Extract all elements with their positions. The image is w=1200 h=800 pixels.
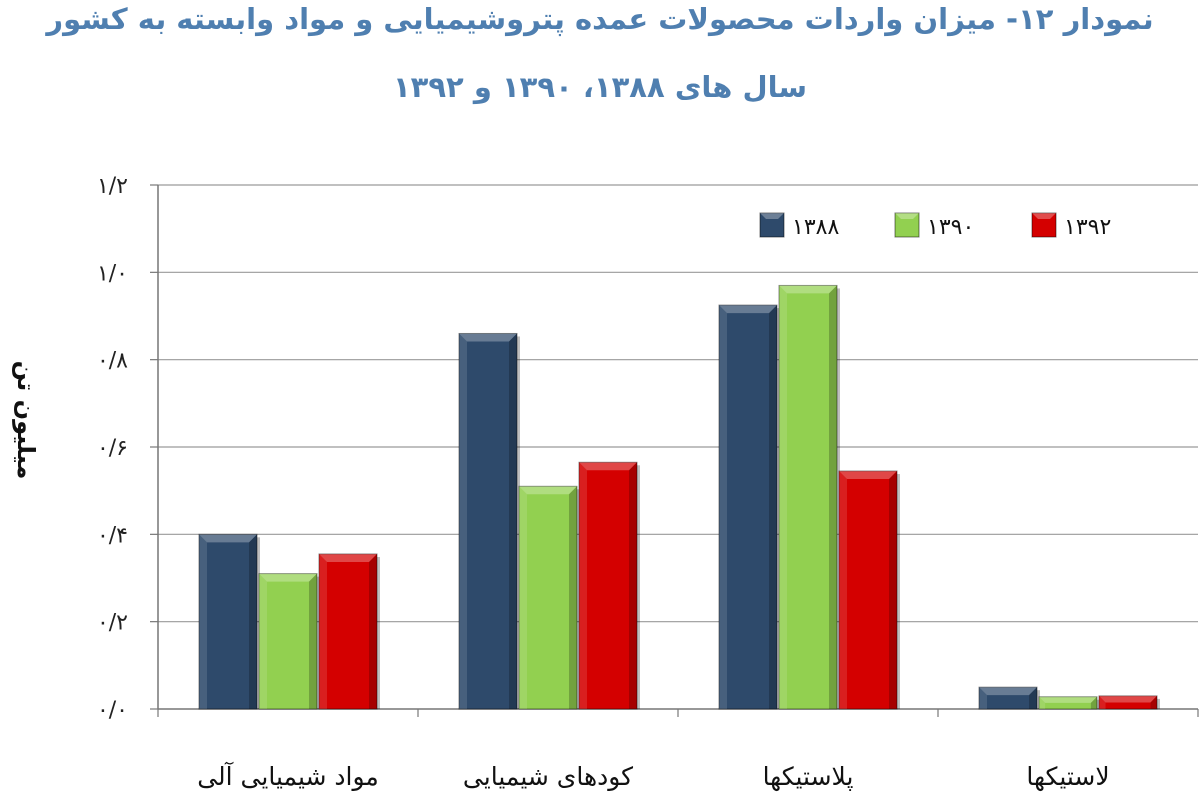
legend-swatch-bevel bbox=[895, 213, 919, 219]
bar-bevel-top bbox=[199, 534, 257, 543]
bar-bevel-right bbox=[1090, 696, 1097, 709]
category-label: کودهای شیمیایی bbox=[463, 762, 633, 791]
bar-1-2 bbox=[778, 284, 838, 710]
y-tick-label: ۰/۲ bbox=[97, 611, 128, 636]
bar-bevel-right bbox=[1029, 687, 1037, 709]
legend-swatch-bevel bbox=[760, 213, 784, 219]
bar-bevel-top bbox=[1039, 696, 1097, 703]
bar-bevel-right bbox=[829, 285, 837, 709]
y-axis-label: میلیون تن bbox=[12, 361, 40, 480]
bar-2-1 bbox=[578, 461, 638, 710]
bar-bevel-top bbox=[839, 471, 897, 480]
bar-bevel-top bbox=[719, 305, 777, 314]
bar-bevel-top bbox=[1099, 695, 1157, 703]
bar-bevel-right bbox=[889, 471, 897, 709]
legend-swatch-bevel bbox=[1032, 213, 1056, 219]
bar-1-1 bbox=[518, 485, 578, 710]
bar-0-2 bbox=[718, 304, 778, 710]
bar-bevel-top bbox=[259, 573, 317, 582]
y-tick-label: ۰/۴ bbox=[97, 523, 128, 548]
bar-0-3 bbox=[978, 686, 1038, 710]
bar-bevel-right bbox=[369, 553, 377, 709]
bar-bevel-right bbox=[569, 486, 577, 709]
bar-bevel-top bbox=[779, 285, 837, 294]
bar-bevel-right bbox=[1150, 695, 1157, 709]
chart-subtitle: سال های ۱۳۸۸، ۱۳۹۰ و ۱۳۹۲ bbox=[392, 70, 808, 104]
bar-bevel-right bbox=[249, 534, 257, 709]
bar-bevel-right bbox=[769, 305, 777, 709]
bar-bevel-left bbox=[519, 486, 527, 709]
y-tick-label: ۰/۸ bbox=[97, 349, 128, 374]
legend-label: ۱۳۹۰ bbox=[927, 215, 974, 240]
category-label: لاستیکها bbox=[1026, 762, 1109, 792]
bar-bevel-left bbox=[779, 285, 787, 709]
bar-bevel-left bbox=[1039, 696, 1046, 709]
legend-label: ۱۳۹۲ bbox=[1064, 215, 1111, 240]
bar-0-1 bbox=[458, 332, 518, 710]
bar-bevel-left bbox=[259, 573, 267, 709]
bar-0-0 bbox=[198, 533, 258, 710]
bar-1-0 bbox=[258, 573, 318, 710]
legend-swatch bbox=[894, 212, 920, 238]
legend-swatch bbox=[1031, 212, 1057, 238]
y-tick-label: ۰/۰ bbox=[97, 698, 128, 723]
bar-1-3 bbox=[1038, 696, 1098, 710]
bar-bevel-left bbox=[459, 333, 467, 709]
y-tick-label: ۰/۶ bbox=[97, 436, 128, 461]
category-label: مواد شیمیایی آلی bbox=[197, 761, 379, 791]
bar-bevel-top bbox=[979, 687, 1037, 696]
bar-bevel-right bbox=[629, 462, 637, 709]
legend-label: ۱۳۸۸ bbox=[792, 215, 839, 240]
bar-bevel-left bbox=[1099, 695, 1106, 709]
bar-bevel-top bbox=[579, 462, 637, 471]
bar-bevel-top bbox=[319, 553, 377, 562]
bar-bevel-left bbox=[719, 305, 727, 709]
bar-bevel-top bbox=[459, 333, 517, 342]
chart-title: نمودار ۱۲- میزان واردات محصولات عمده پتر… bbox=[46, 2, 1154, 36]
bar-bevel-right bbox=[509, 333, 517, 709]
bar-bevel-left bbox=[199, 534, 207, 709]
bar-2-3 bbox=[1098, 695, 1158, 710]
y-tick-label: ۱/۰ bbox=[97, 261, 128, 286]
legend-swatch bbox=[759, 212, 785, 238]
bar-bevel-left bbox=[979, 687, 987, 709]
bar-2-0 bbox=[318, 553, 378, 710]
bar-bevel-top bbox=[519, 486, 577, 495]
bar-2-2 bbox=[838, 470, 898, 710]
y-tick-label: ۱/۲ bbox=[97, 174, 128, 199]
bar-bevel-right bbox=[309, 573, 317, 709]
bar-bevel-left bbox=[579, 462, 587, 709]
category-label: پلاستیکها bbox=[763, 762, 854, 792]
bar-bevel-left bbox=[319, 553, 327, 709]
bar-bevel-left bbox=[839, 471, 847, 709]
